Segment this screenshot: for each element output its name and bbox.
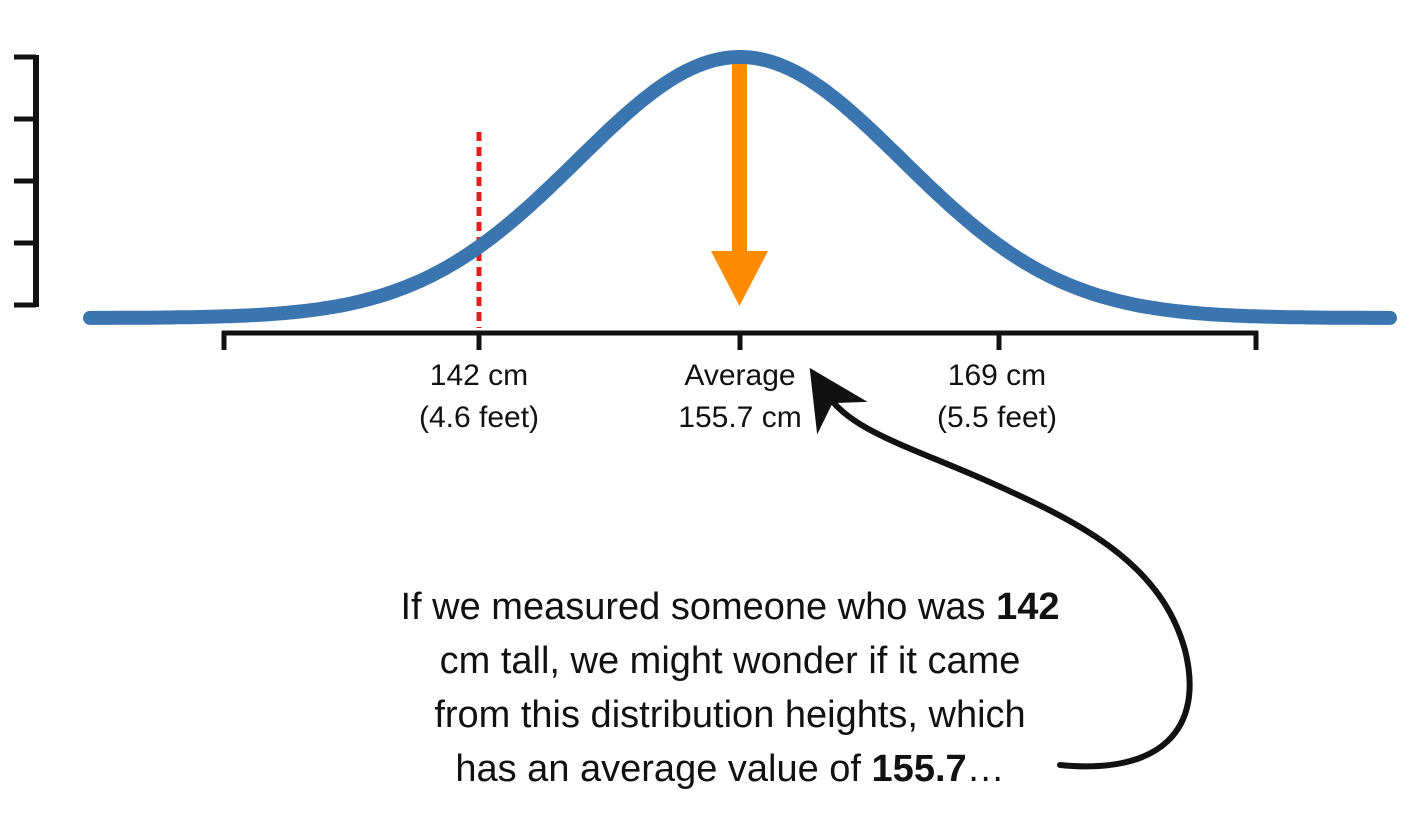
mean-arrow-head (711, 251, 768, 306)
caption-line: If we measured someone who was 142 (300, 580, 1160, 634)
tick-label-142cm: 142 cm (4.6 feet) (359, 355, 599, 439)
caption-text-segment: … (966, 748, 1005, 790)
tick-label-average: Average 155.7 cm (620, 355, 860, 439)
caption-bold-value: 142 (996, 586, 1060, 628)
caption-text-segment: If we measured someone who was (400, 586, 997, 628)
y-axis (14, 54, 39, 308)
x-axis (221, 330, 1259, 350)
tick-label-line2: 155.7 cm (678, 401, 802, 434)
tick-label-169cm: 169 cm (5.5 feet) (877, 355, 1117, 439)
tick-label-line1: Average (684, 359, 796, 392)
tick-label-line2: (4.6 feet) (418, 401, 540, 434)
tick-label-line1: 142 cm (429, 359, 529, 392)
mean-arrow-shaft (732, 64, 747, 256)
callout-arrow (809, 367, 1193, 770)
caption-line: cm tall, we might wonder if it came (439, 640, 1021, 682)
caption-line: has an average value of 155.7… (300, 742, 1160, 796)
caption-bold-value: 155.7 (871, 748, 967, 790)
caption-line: from this distribution heights, which (434, 694, 1026, 736)
tick-label-line1: 169 cm (947, 359, 1047, 392)
caption-text-segment: has an average value of (455, 748, 872, 790)
mean-arrow (711, 64, 768, 306)
normal-distribution-curve (83, 50, 1397, 325)
caption-text: If we measured someone who was 142 cm ta… (300, 580, 1160, 796)
tick-label-line2: (5.5 feet) (936, 401, 1058, 434)
